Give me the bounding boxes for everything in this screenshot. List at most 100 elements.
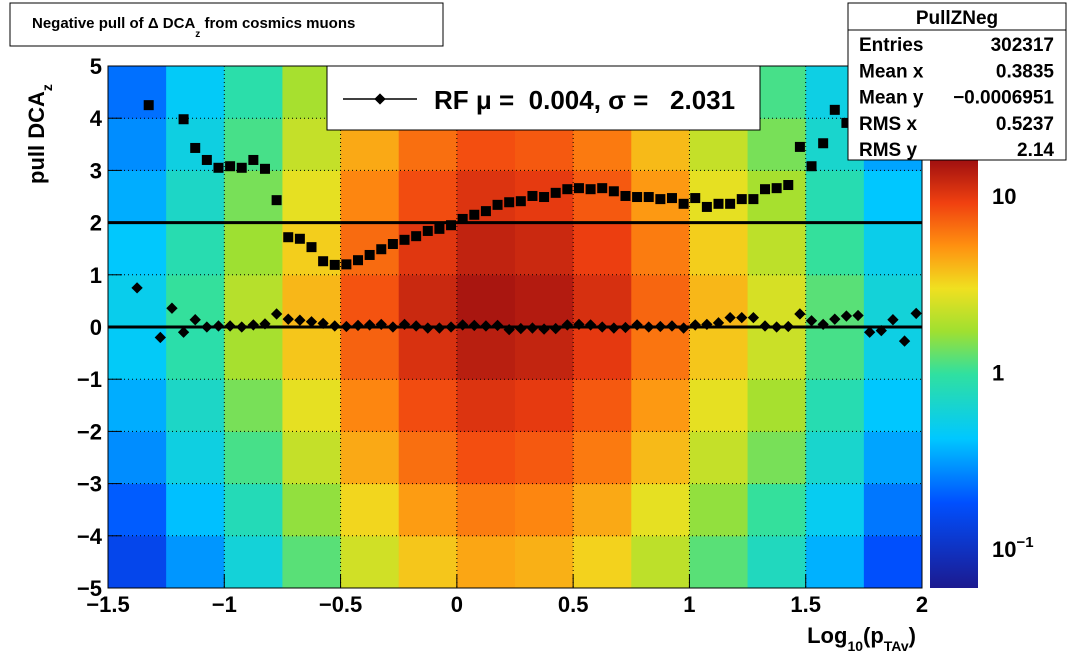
heat-cell xyxy=(166,170,225,224)
x-tick-label: −1.5 xyxy=(86,592,129,617)
heat-cell xyxy=(224,483,283,537)
square-point xyxy=(318,256,329,267)
diamond-point xyxy=(910,307,922,320)
diamond-point xyxy=(736,311,748,324)
diamond-point xyxy=(189,314,201,326)
diamond-point xyxy=(550,322,562,335)
square-point xyxy=(434,223,445,234)
heat-cell xyxy=(166,483,225,537)
diamond-point xyxy=(294,314,306,326)
heat-cell xyxy=(456,222,516,276)
heat-cell xyxy=(747,431,807,485)
heat-cell xyxy=(108,379,167,432)
heat-cell xyxy=(340,379,400,432)
heat-cell xyxy=(689,379,749,432)
x-tick-label: −0.5 xyxy=(319,592,362,617)
square-point xyxy=(760,184,771,195)
stats-value: 302317 xyxy=(991,35,1054,56)
square-point xyxy=(736,194,747,205)
square-point xyxy=(411,231,422,242)
heat-cell xyxy=(340,483,400,537)
heat-cell xyxy=(224,535,283,589)
heat-cell xyxy=(166,222,225,276)
x-tick-label: 1 xyxy=(683,592,695,617)
heat-cell xyxy=(456,274,516,328)
square-point xyxy=(353,255,364,266)
diamond-point xyxy=(898,335,911,347)
y-axis-label: pull DCAz xyxy=(24,84,55,184)
square-point xyxy=(480,206,491,217)
diamond-point xyxy=(270,308,283,320)
heat-cell xyxy=(515,379,574,432)
square-point xyxy=(422,225,433,236)
square-point xyxy=(573,183,584,194)
diamond-point xyxy=(329,320,341,332)
heat-cell xyxy=(224,274,283,328)
square-point xyxy=(794,141,805,152)
y-tick-label: −2 xyxy=(77,419,102,444)
y-tick-label: −5 xyxy=(77,576,102,601)
heat-cell xyxy=(747,535,807,589)
heat-cell xyxy=(456,327,516,380)
diamond-point xyxy=(817,318,829,331)
heat-cell xyxy=(515,274,574,328)
x-tick-label: 2 xyxy=(916,592,928,617)
heat-cell xyxy=(747,222,807,276)
heat-cell xyxy=(456,379,516,432)
diamond-point xyxy=(689,319,701,331)
diamond-point xyxy=(375,318,387,331)
heat-cell xyxy=(224,66,283,119)
square-point xyxy=(329,259,340,270)
square-point xyxy=(236,162,247,173)
square-point xyxy=(446,220,457,231)
chart-title: Negative pull of Δ DCAz from cosmics muo… xyxy=(32,15,355,40)
diamond-point xyxy=(840,310,853,322)
diamond-point xyxy=(177,326,190,338)
diamond-point xyxy=(259,318,271,330)
diamond-point xyxy=(759,320,771,332)
color-palette xyxy=(930,160,978,588)
diamond-point xyxy=(363,319,376,331)
heat-cell xyxy=(573,535,632,589)
square-point xyxy=(562,184,573,195)
square-point xyxy=(829,104,840,115)
y-tick-label: 5 xyxy=(90,54,102,79)
heat-cell xyxy=(689,222,749,276)
square-point xyxy=(620,190,631,201)
diamond-point xyxy=(457,319,469,331)
heat-cell xyxy=(108,170,167,224)
heat-cell xyxy=(398,535,458,589)
stats-value: 0.3835 xyxy=(996,61,1055,82)
heat-cell xyxy=(805,483,865,537)
x-tick-label: 0.5 xyxy=(558,592,589,617)
x-tick-label: −1 xyxy=(212,592,237,617)
diamond-point xyxy=(677,322,690,334)
diamond-point xyxy=(654,320,667,333)
y-tick-label: 2 xyxy=(90,211,102,236)
square-point xyxy=(527,190,538,201)
heat-cell xyxy=(398,274,458,328)
x-tick-label: 1.5 xyxy=(790,592,821,617)
square-point xyxy=(259,163,270,174)
diamond-point xyxy=(747,311,760,324)
diamond-point xyxy=(422,322,434,334)
diamond-point xyxy=(305,316,318,328)
square-point xyxy=(178,114,189,125)
z-tick-label: 10−1 xyxy=(992,534,1034,562)
heat-cell xyxy=(573,431,632,485)
x-axis-label: Log10(pTAv) xyxy=(807,623,916,654)
diamond-point xyxy=(561,319,573,331)
heat-cell xyxy=(863,170,923,224)
heat-cell xyxy=(282,379,342,432)
diamond-point xyxy=(805,315,818,327)
heat-cell xyxy=(863,431,923,485)
heat-cell xyxy=(863,535,923,589)
heat-cell xyxy=(747,379,807,432)
stats-key: Mean x xyxy=(859,61,924,82)
diamond-point xyxy=(619,321,632,334)
diamond-point xyxy=(410,320,422,332)
heat-cell xyxy=(631,535,690,589)
heat-cell xyxy=(631,274,690,328)
stats-key: RMS x xyxy=(859,114,918,135)
diamond-point xyxy=(643,321,655,333)
